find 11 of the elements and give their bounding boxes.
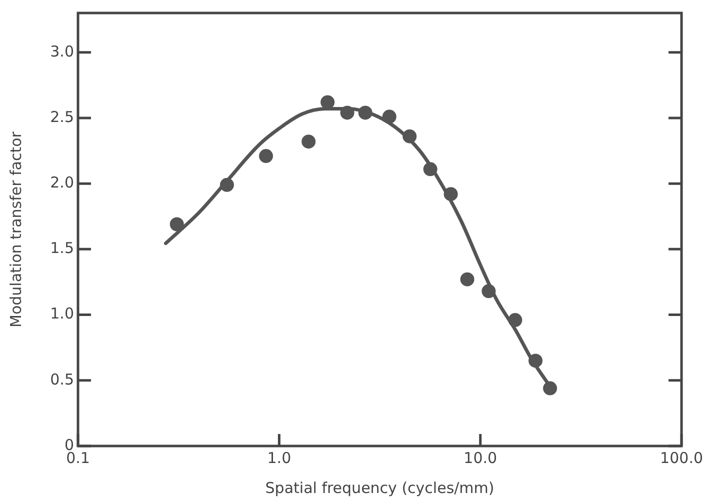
y-tick-label: 3.0 <box>50 42 74 60</box>
x-tick-label: 10.0 <box>464 448 498 467</box>
y-tick-label: 2.0 <box>50 173 74 192</box>
y-tick-label: 1.5 <box>50 239 74 258</box>
x-tick-label: 1.0 <box>267 448 292 467</box>
y-axis-title: Modulation transfer factor <box>6 130 25 328</box>
x-axis-title: Spatial frequency (cycles/mm) <box>265 478 494 497</box>
y-tick-label: 0.5 <box>50 370 74 388</box>
y-tick-label: 1.0 <box>50 304 74 323</box>
x-tick-label: 100.0 <box>660 448 704 467</box>
y-tick-label: 2.5 <box>50 108 74 126</box>
